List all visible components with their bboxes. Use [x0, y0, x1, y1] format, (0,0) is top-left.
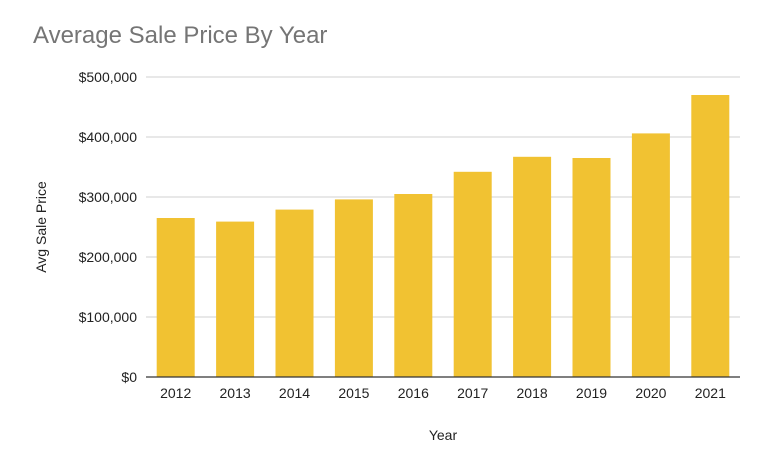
- y-tick-label: $200,000: [79, 249, 138, 265]
- bar-2017: [453, 171, 492, 377]
- x-tick-label: 2017: [457, 385, 488, 401]
- bar-2018: [513, 156, 552, 377]
- chart-title: Average Sale Price By Year: [33, 22, 328, 49]
- y-tick-label: $500,000: [79, 69, 138, 85]
- bar-2012: [156, 218, 195, 377]
- y-axis-label: Avg Sale Price: [33, 181, 49, 273]
- x-tick-label: 2013: [220, 385, 251, 401]
- bar-2020: [631, 133, 670, 377]
- y-tick-label: $300,000: [79, 189, 138, 205]
- x-axis-label: Year: [429, 427, 458, 443]
- y-tick-label: $0: [121, 369, 137, 385]
- x-tick-label: 2018: [517, 385, 548, 401]
- x-tick-label: 2012: [160, 385, 191, 401]
- bar-2021: [691, 95, 730, 377]
- y-tick-label: $400,000: [79, 129, 138, 145]
- x-tick-label: 2021: [695, 385, 726, 401]
- y-tick-labels: $0 $100,000 $200,000 $300,000 $400,000 $500,0…: [79, 69, 138, 385]
- x-tick-labels: 2012 2013 2014 2015 2016 2017 2018 2019 2020 2021: [160, 385, 726, 401]
- bars: [156, 95, 730, 377]
- bar-2014: [275, 209, 314, 377]
- x-tick-label: 2014: [279, 385, 310, 401]
- x-tick-label: 2016: [398, 385, 429, 401]
- x-tick-label: 2015: [338, 385, 369, 401]
- x-tick-label: 2019: [576, 385, 607, 401]
- x-tick-label: 2020: [635, 385, 666, 401]
- bar-2016: [394, 194, 433, 377]
- bar-2019: [572, 158, 611, 377]
- bar-2015: [334, 199, 373, 377]
- y-tick-label: $100,000: [79, 309, 138, 325]
- bar-2013: [216, 221, 255, 377]
